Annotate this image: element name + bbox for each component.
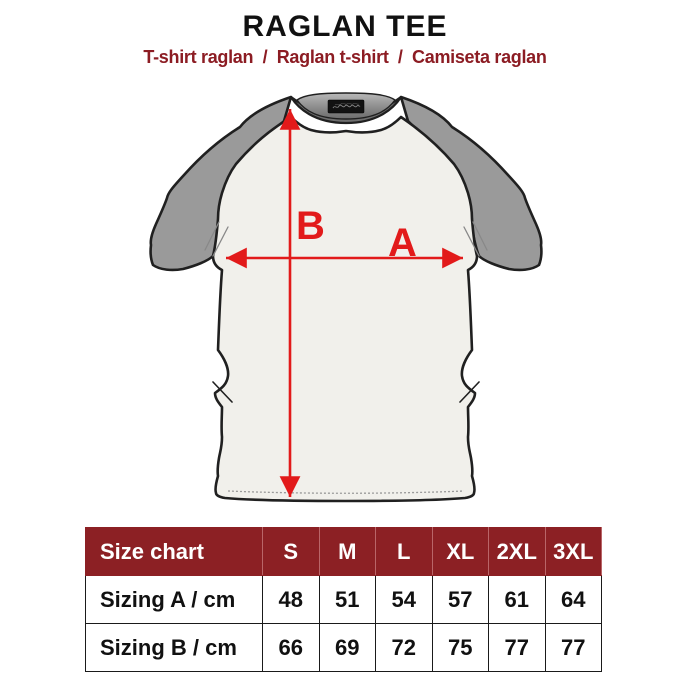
svg-text:A: A	[388, 221, 417, 265]
svg-text:B: B	[296, 204, 325, 248]
